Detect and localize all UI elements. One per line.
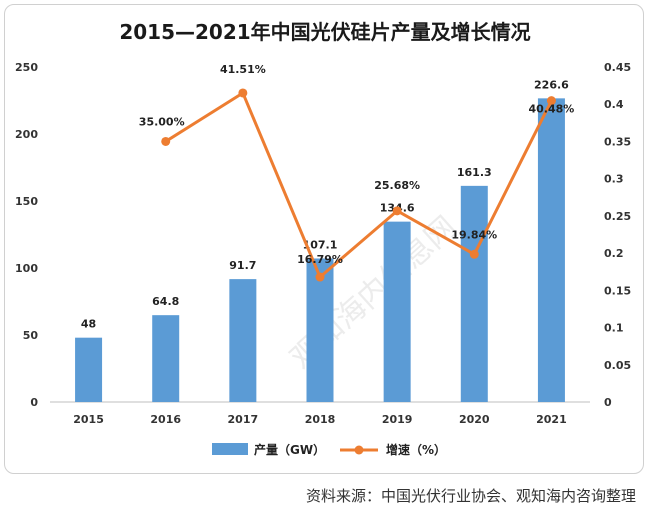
bar xyxy=(537,98,565,402)
bar-value-label: 161.3 xyxy=(457,166,492,179)
growth-point xyxy=(238,88,248,98)
y-right-tick-label: 0.25 xyxy=(604,210,631,223)
growth-value-label: 25.68% xyxy=(374,179,420,192)
y-right-tick-label: 0.3 xyxy=(604,173,624,186)
legend-swatch-bar xyxy=(212,443,248,455)
x-tick-label: 2021 xyxy=(536,413,567,426)
bar xyxy=(306,258,334,402)
x-tick-label: 2020 xyxy=(459,413,490,426)
growth-line xyxy=(164,91,553,279)
growth-value-label: 19.84% xyxy=(451,228,497,241)
y-left-tick-label: 250 xyxy=(15,61,38,74)
growth-point xyxy=(469,249,479,259)
legend-swatch-marker xyxy=(354,445,364,455)
growth-point xyxy=(546,96,556,106)
y-right-tick-label: 0.05 xyxy=(604,359,631,372)
x-tick-label: 2016 xyxy=(150,413,181,426)
y-right-tick-label: 0.4 xyxy=(604,98,624,111)
y-right-tick-label: 0.15 xyxy=(604,284,631,297)
bar-value-label: 64.8 xyxy=(152,295,179,308)
y-left-tick-label: 100 xyxy=(15,262,38,275)
y-right-tick-label: 0 xyxy=(604,396,612,409)
x-tick-label: 2019 xyxy=(382,413,413,426)
growth-point xyxy=(161,136,171,146)
bar xyxy=(75,337,103,402)
y-left-tick-label: 200 xyxy=(15,128,38,141)
bar xyxy=(383,221,411,402)
y-left-tick-label: 0 xyxy=(30,396,38,409)
y-left-tick-label: 50 xyxy=(23,329,39,342)
bar-value-label: 226.6 xyxy=(534,78,569,91)
x-tick-label: 2017 xyxy=(228,413,259,426)
chart-title: 2015—2021年中国光伏硅片产量及增长情况 xyxy=(119,20,531,44)
y-right-tick-label: 0.35 xyxy=(604,135,631,148)
bar-value-label: 48 xyxy=(81,318,96,331)
source-note: 资料来源：中国光伏行业协会、观知海内咨询整理 xyxy=(305,487,636,505)
y-right-tick-label: 0.45 xyxy=(604,61,631,74)
bar-value-label: 107.1 xyxy=(303,238,338,251)
growth-value-label: 41.51% xyxy=(220,63,266,76)
bar xyxy=(460,185,488,402)
bar xyxy=(229,279,257,402)
bar xyxy=(152,315,180,402)
growth-point xyxy=(315,272,325,282)
legend-label-bar: 产量（GW） xyxy=(254,442,325,457)
growth-point xyxy=(392,206,402,216)
y-left-tick-label: 150 xyxy=(15,195,38,208)
bar-value-label: 91.7 xyxy=(229,259,256,272)
y-right-tick-label: 0.1 xyxy=(604,322,624,335)
x-tick-label: 2018 xyxy=(305,413,336,426)
growth-value-label: 40.48% xyxy=(529,103,575,116)
growth-value-label: 16.79% xyxy=(297,253,343,266)
y-right-tick-label: 0.2 xyxy=(604,247,624,260)
x-tick-label: 2015 xyxy=(73,413,104,426)
legend-label-line: 增速（%） xyxy=(386,442,446,457)
growth-value-label: 35.00% xyxy=(139,115,185,128)
